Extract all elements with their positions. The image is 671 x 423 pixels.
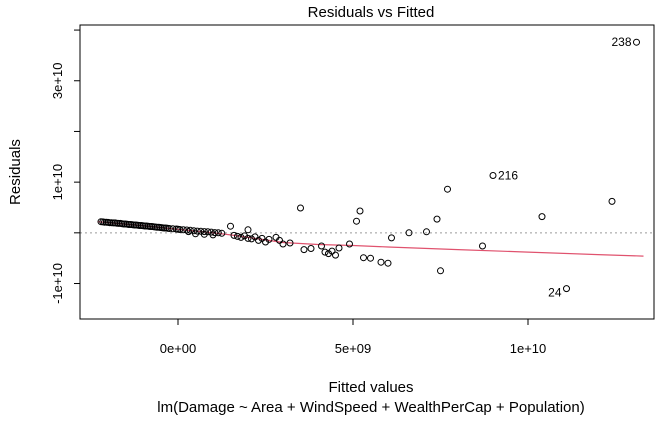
data-point (353, 217, 360, 225)
data-point (328, 247, 336, 255)
data-point (200, 230, 208, 238)
outlier-label: 216 (498, 169, 518, 183)
data-point (297, 204, 304, 212)
data-point (211, 229, 219, 237)
data-point (209, 231, 217, 239)
data-point (437, 267, 444, 275)
data-point (165, 225, 173, 232)
data-point (318, 242, 325, 250)
data-point (237, 233, 245, 241)
data-point (388, 234, 395, 242)
y-tick-label: 1e+10 (50, 164, 65, 201)
data-point (608, 197, 616, 205)
outlier-label: 24 (548, 286, 562, 300)
data-point (300, 246, 308, 254)
data-point (423, 228, 430, 236)
data-point (444, 185, 451, 193)
data-point (307, 245, 315, 252)
x-tick-label: 1e+10 (510, 341, 547, 356)
data-point (176, 226, 184, 233)
outlier-point (489, 172, 497, 179)
data-point (183, 226, 191, 234)
data-point (244, 226, 252, 234)
x-tick-label: 5e+09 (335, 341, 372, 356)
x-axis-label: Fitted values (328, 379, 413, 396)
data-point (377, 258, 385, 266)
data-point (332, 251, 339, 259)
data-point (367, 254, 374, 262)
data-point (192, 230, 199, 238)
data-point (258, 234, 266, 242)
data-point (230, 231, 238, 239)
data-point (433, 215, 441, 223)
data-point (346, 240, 353, 248)
data-point (286, 239, 294, 247)
data-point (479, 242, 486, 250)
data-point (244, 234, 252, 242)
data-point (276, 236, 283, 244)
data-point (186, 226, 194, 234)
x-tick-label: 0e+00 (160, 341, 197, 356)
data-point (227, 222, 234, 230)
y-tick-label: -1e+10 (50, 263, 65, 304)
data-point (279, 240, 287, 248)
data-point (169, 225, 177, 233)
data-point (538, 213, 546, 221)
outlier-point (633, 38, 640, 46)
data-point (185, 228, 192, 236)
x-axis-subtitle: lm(Damage ~ Area + WindSpeed + WealthPer… (157, 399, 584, 416)
data-point (321, 248, 329, 256)
chart-title: Residuals vs Fitted (308, 4, 435, 21)
y-axis-label: Residuals (7, 139, 24, 205)
data-point (218, 229, 226, 237)
plot-box (79, 24, 655, 320)
data-point (251, 233, 259, 241)
data-point (255, 236, 262, 244)
data-point (360, 254, 367, 262)
data-point (384, 259, 392, 267)
y-tick-label: 3e+10 (50, 63, 65, 100)
data-point (234, 232, 241, 240)
data-point (335, 244, 343, 252)
data-point (248, 235, 255, 243)
data-point (356, 207, 364, 215)
data-point (405, 229, 413, 237)
outlier-label: 238 (611, 35, 631, 49)
outlier-point (563, 285, 570, 293)
data-point (200, 228, 208, 236)
data-point (265, 235, 273, 243)
